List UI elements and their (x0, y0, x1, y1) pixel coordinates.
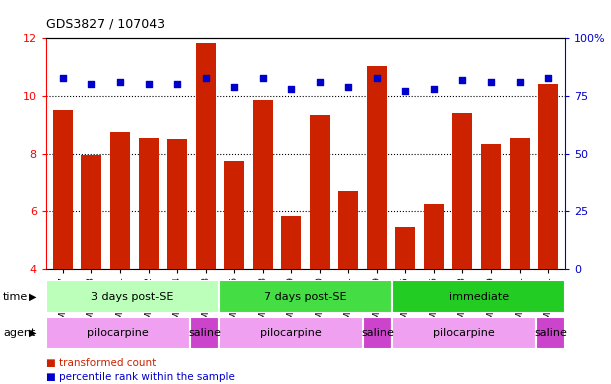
Bar (53, 111, 73, 269)
Point (372, 74, 382, 81)
Bar (81, 155, 101, 269)
Bar (424, 204, 444, 269)
Bar (253, 100, 273, 269)
Bar (281, 215, 301, 269)
Text: ■ transformed count: ■ transformed count (46, 358, 156, 368)
Bar (310, 115, 330, 269)
Point (343, 84, 353, 90)
Text: ■ percentile rank within the sample: ■ percentile rank within the sample (46, 372, 235, 382)
Text: GDS3827 / 107043: GDS3827 / 107043 (46, 17, 165, 30)
Bar (392, 280, 565, 313)
Point (201, 74, 211, 81)
Text: saline: saline (361, 328, 394, 338)
Bar (510, 138, 530, 269)
Point (58, 74, 68, 81)
Point (258, 74, 268, 81)
Point (229, 84, 239, 90)
Bar (219, 280, 392, 313)
Bar (110, 132, 130, 269)
Bar (538, 84, 558, 269)
Bar (190, 317, 219, 349)
Bar (453, 113, 472, 269)
Text: pilocarpine: pilocarpine (433, 328, 495, 338)
Text: saline: saline (534, 328, 567, 338)
Bar (338, 191, 358, 269)
Bar (367, 66, 387, 269)
Bar (46, 280, 219, 313)
Point (429, 86, 439, 92)
Point (400, 88, 410, 94)
Point (486, 79, 496, 85)
Bar (224, 161, 244, 269)
Point (172, 81, 182, 88)
Text: 7 days post-SE: 7 days post-SE (264, 291, 347, 302)
Text: pilocarpine: pilocarpine (260, 328, 322, 338)
Point (115, 79, 125, 85)
Bar (139, 138, 158, 269)
Point (514, 79, 524, 85)
Text: ▶: ▶ (29, 328, 37, 338)
Bar (395, 227, 415, 269)
Text: pilocarpine: pilocarpine (87, 328, 149, 338)
Bar (481, 144, 501, 269)
Point (543, 74, 553, 81)
Text: agent: agent (3, 328, 35, 338)
Bar (46, 317, 190, 349)
Text: immediate: immediate (448, 291, 509, 302)
Point (87, 81, 97, 88)
Point (287, 86, 296, 92)
Point (144, 81, 153, 88)
Text: time: time (3, 291, 28, 302)
Point (458, 77, 467, 83)
Text: 3 days post-SE: 3 days post-SE (91, 291, 174, 302)
Bar (392, 317, 536, 349)
Bar (196, 43, 216, 269)
Text: ▶: ▶ (29, 291, 37, 302)
Bar (536, 317, 565, 349)
Point (315, 79, 324, 85)
Bar (363, 317, 392, 349)
Bar (219, 317, 363, 349)
Bar (167, 139, 187, 269)
Text: saline: saline (188, 328, 221, 338)
